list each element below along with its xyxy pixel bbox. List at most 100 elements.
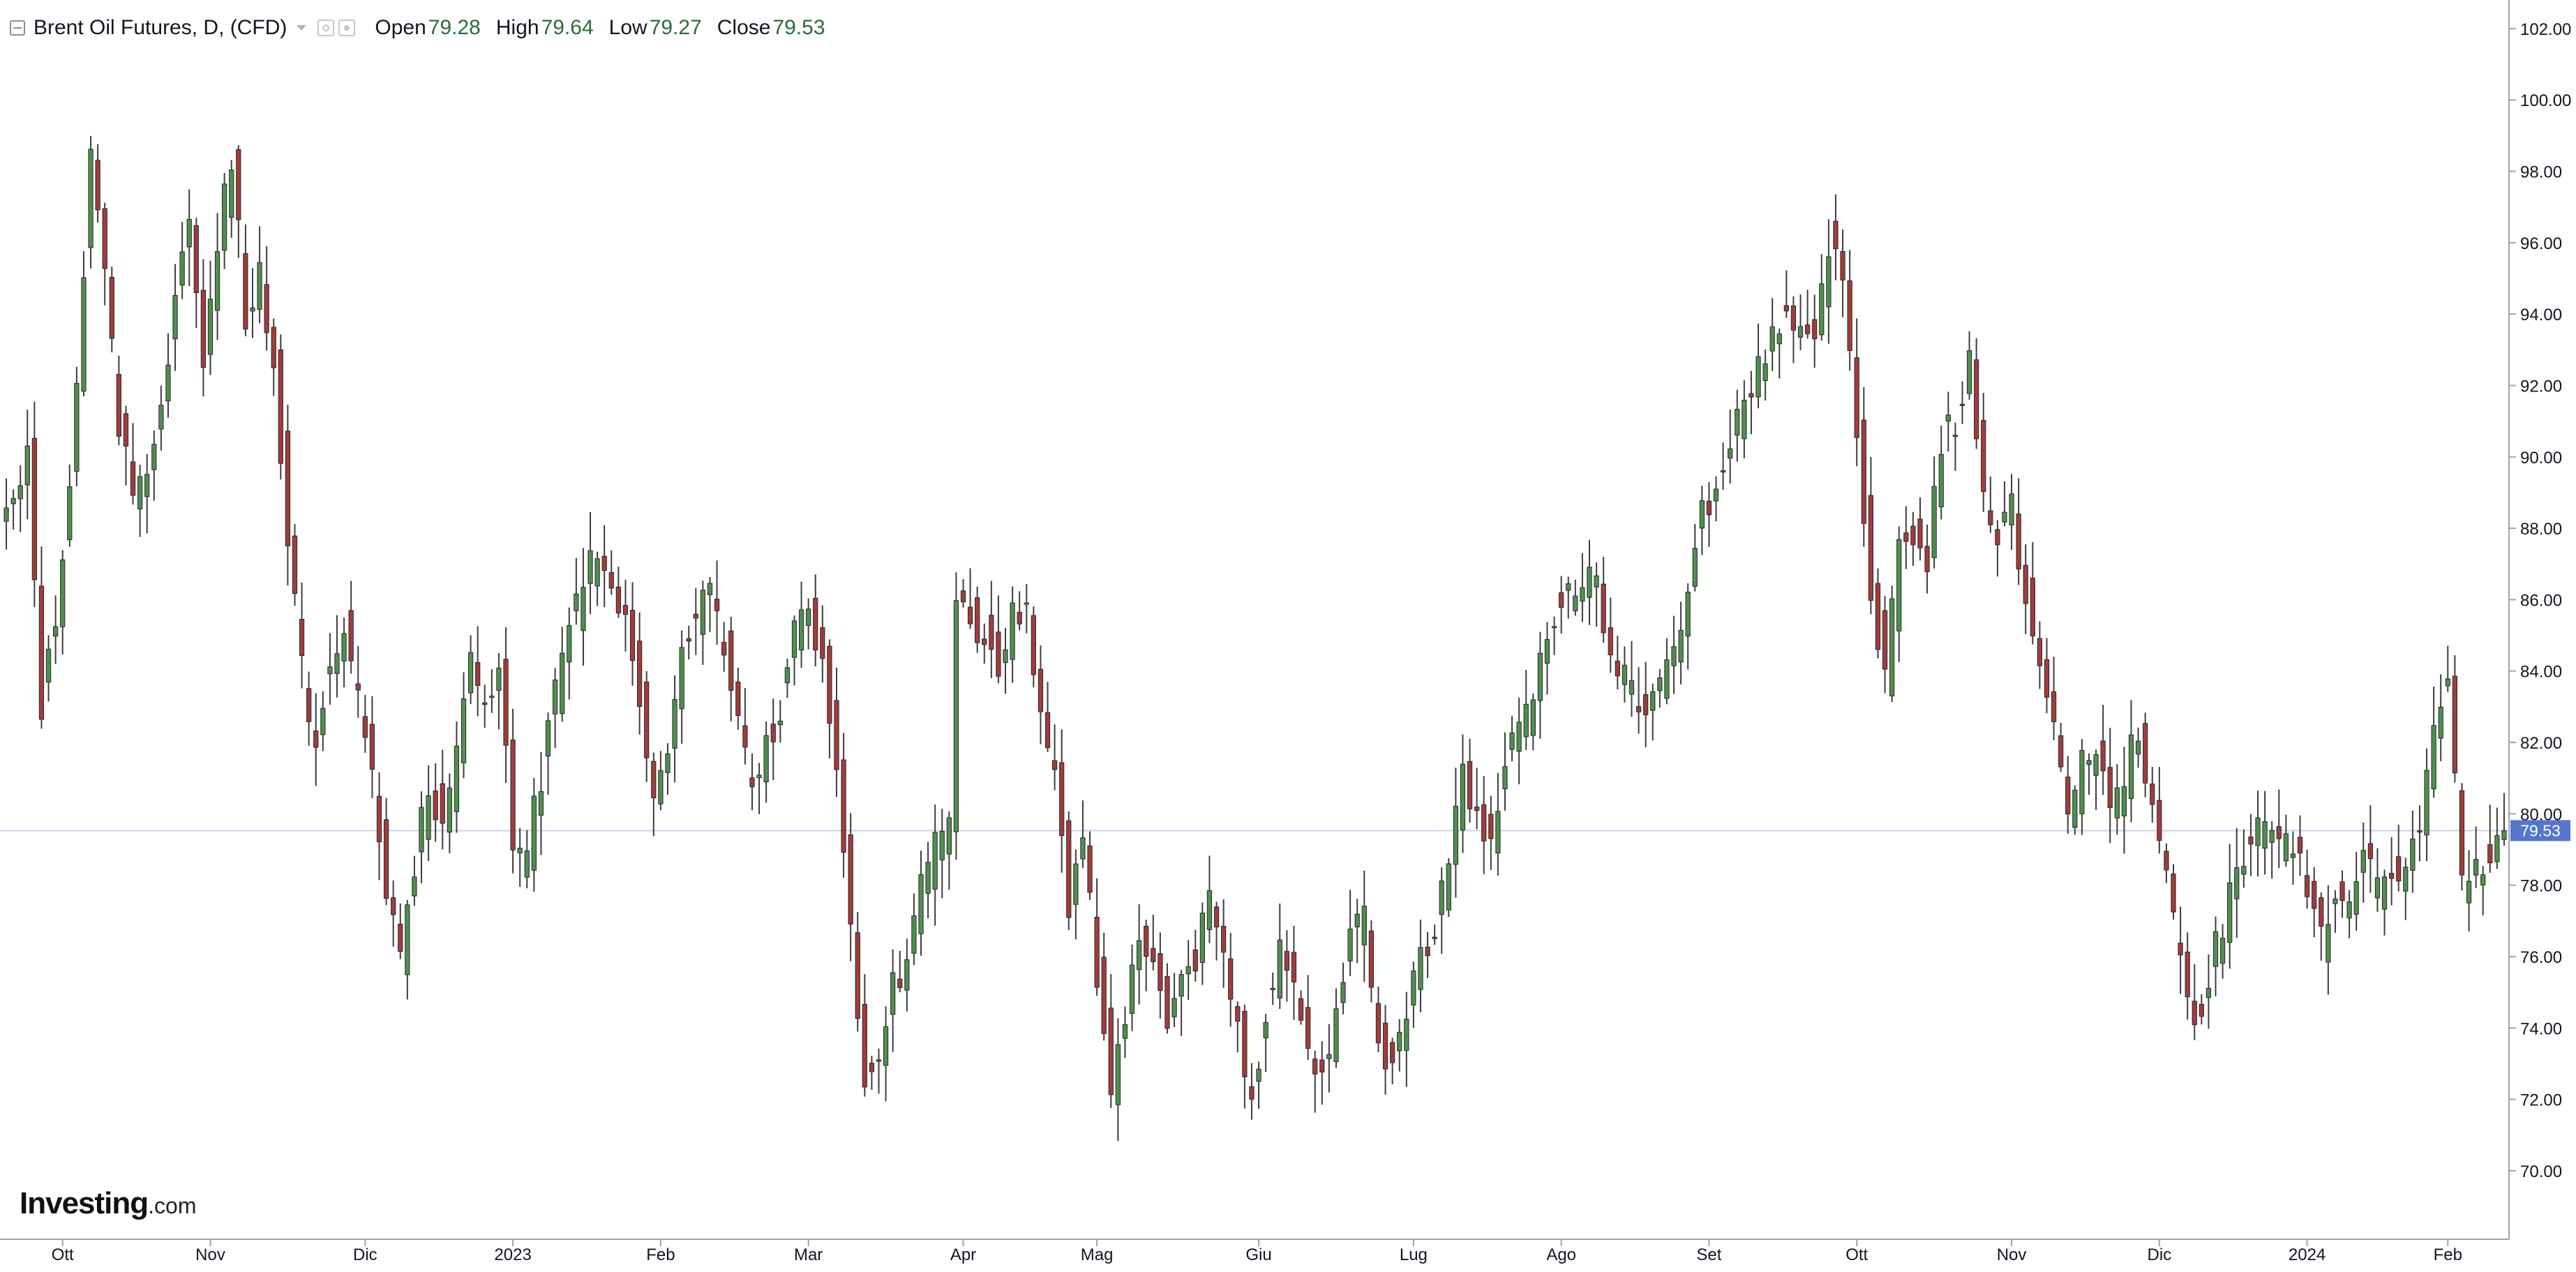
candle <box>883 1006 889 1102</box>
open-label: Open <box>375 16 426 39</box>
candle <box>1628 641 1635 717</box>
candle <box>1742 380 1747 458</box>
candle <box>651 752 657 837</box>
candle-body <box>2381 876 2388 910</box>
candle <box>264 246 269 351</box>
candle <box>763 721 769 803</box>
candle-body <box>1635 706 1642 712</box>
candle-body <box>341 633 347 661</box>
collapse-icon[interactable] <box>10 20 25 36</box>
candle <box>2227 844 2233 969</box>
candle <box>355 645 361 718</box>
candle-body <box>2227 882 2233 943</box>
candle <box>862 974 867 1097</box>
price-tick-label: 90.00 <box>2520 449 2562 467</box>
candle <box>2044 638 2050 714</box>
candle-body <box>820 627 825 659</box>
candle-body <box>932 832 938 890</box>
candle <box>1861 387 1866 547</box>
candle-body <box>1812 319 1818 340</box>
candle <box>2171 864 2176 920</box>
candle-body <box>1516 721 1522 752</box>
candle <box>1657 668 1663 708</box>
last-price-tag: 79.53 <box>2510 820 2570 841</box>
candle-body <box>608 571 614 589</box>
candle-body <box>2487 844 2493 864</box>
gear-icon[interactable] <box>338 20 356 36</box>
candle <box>1249 1063 1255 1120</box>
candle <box>1502 732 1508 811</box>
candle <box>1706 482 1712 547</box>
candle-body <box>897 978 903 989</box>
candle-body <box>1917 518 1923 548</box>
candle-body <box>876 1059 882 1062</box>
candle <box>918 851 924 956</box>
candle-body <box>1889 598 1895 696</box>
candle <box>1192 929 1198 982</box>
candle-body <box>285 431 291 546</box>
candle-body <box>2212 931 2219 967</box>
candle-body <box>728 630 734 691</box>
candle-body <box>637 641 643 708</box>
candle-body <box>1291 952 1297 982</box>
candle <box>1319 1041 1325 1105</box>
low-value: 79.27 <box>649 16 702 39</box>
candle-body <box>2283 833 2289 862</box>
candle <box>2206 954 2212 1029</box>
candle-body <box>721 642 727 656</box>
candle <box>1952 422 1959 471</box>
candle <box>1481 776 1487 874</box>
candle <box>1390 1038 1395 1085</box>
candle <box>383 798 389 906</box>
candle-body <box>1671 646 1677 666</box>
candle-body <box>2403 867 2409 892</box>
candle-body <box>334 653 340 674</box>
candle-body <box>2093 754 2099 776</box>
candle <box>791 615 797 686</box>
candle <box>2093 749 2099 810</box>
candle-body <box>264 284 269 334</box>
candle <box>1783 270 1789 318</box>
candle-body <box>1699 500 1705 529</box>
symbol-title[interactable]: Brent Oil Futures, D, (CFD) <box>33 16 287 39</box>
candle <box>1601 556 1606 643</box>
candle-body <box>144 474 150 497</box>
candlestick-series <box>3 135 2507 1142</box>
candle <box>2185 932 2190 1020</box>
candle-body <box>601 555 607 571</box>
candle-body <box>1931 486 1937 558</box>
candle-body <box>1397 1031 1402 1052</box>
candle-body <box>74 382 80 472</box>
candle <box>447 773 452 853</box>
candle <box>1594 562 1599 627</box>
candle-body <box>1826 256 1832 308</box>
candle-body <box>1368 930 1375 988</box>
candle-body <box>1678 629 1684 663</box>
eye-icon[interactable] <box>317 20 335 36</box>
candle <box>876 1048 882 1094</box>
price-tick-label: 92.00 <box>2520 377 2562 396</box>
candle-body <box>848 834 853 925</box>
candle <box>2192 964 2197 1040</box>
candle-body <box>1235 1006 1241 1022</box>
candle <box>137 464 143 537</box>
candle <box>1080 800 1086 868</box>
candle-body <box>996 631 1001 677</box>
candle <box>517 828 523 888</box>
candle <box>1375 986 1381 1052</box>
candle <box>622 579 629 652</box>
candle <box>2051 657 2057 740</box>
candle <box>1509 716 1515 762</box>
candle <box>1847 250 1852 371</box>
candle-body <box>813 597 818 651</box>
candle-body <box>567 625 572 663</box>
chevron-down-icon[interactable] <box>297 25 307 31</box>
candle <box>179 221 185 299</box>
candle <box>2452 655 2457 783</box>
candle-body <box>784 667 791 684</box>
candle <box>1284 930 1290 1002</box>
candle-body <box>1762 363 1768 382</box>
candle-body <box>17 485 23 500</box>
